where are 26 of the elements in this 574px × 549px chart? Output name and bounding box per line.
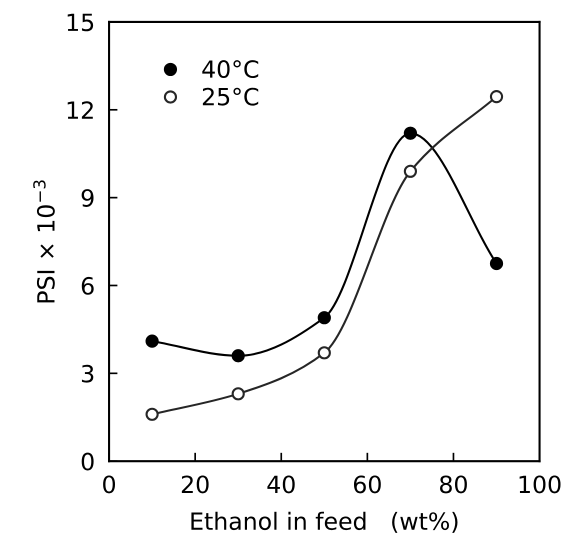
y-axis-title: PSI × 10$^{−3}$ — [33, 180, 55, 302]
legend-label: 25°C — [202, 88, 258, 106]
y-tick-label: 6 — [82, 276, 94, 295]
point — [146, 408, 159, 421]
point — [490, 90, 504, 104]
x-tick-label: 0 — [103, 475, 116, 494]
point — [404, 164, 418, 178]
point — [318, 311, 331, 324]
x-tick-label: 20 — [182, 475, 209, 494]
y-tick-label: 9 — [82, 189, 94, 207]
x-tick-label: 60 — [354, 475, 381, 494]
y-tick-label: 15 — [68, 14, 94, 32]
x-tick-label: 100 — [520, 475, 561, 494]
x-axis-title: Ethanol in feed (wt%) — [191, 512, 458, 533]
point — [146, 334, 159, 348]
x-tick-label: 80 — [440, 475, 467, 494]
point — [232, 387, 245, 400]
legend-label: 40°C — [202, 60, 258, 78]
y-tick-label: 12 — [68, 101, 93, 119]
x-tick-label: 40 — [267, 475, 295, 494]
y-tick-label: 0 — [82, 452, 94, 470]
point — [490, 256, 504, 270]
point — [318, 346, 331, 360]
y-tick-label: 3 — [82, 364, 94, 383]
point — [232, 349, 245, 362]
point — [404, 126, 418, 140]
